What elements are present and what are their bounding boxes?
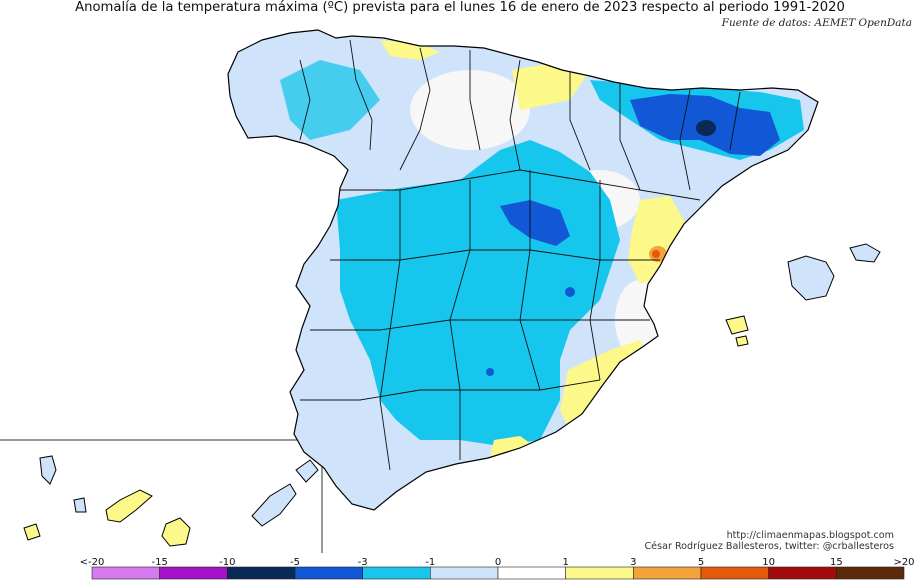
balearic-islands	[725, 243, 881, 347]
legend-tick-label: 10	[762, 557, 775, 568]
legend-tick-label: 15	[830, 557, 843, 568]
legend-tick-label: 3	[630, 557, 636, 568]
legend-tick-label: -5	[290, 557, 300, 568]
legend-swatch	[362, 566, 431, 580]
legend-swatch	[633, 566, 702, 580]
legend-tick-label: 1	[562, 557, 568, 568]
province-boundaries	[299, 39, 741, 471]
legend-tick-label: -1	[425, 557, 435, 568]
legend-tick-label: -10	[219, 557, 235, 568]
legend-swatch	[159, 566, 228, 580]
legend-tick-label: 5	[698, 557, 704, 568]
credit-author: César Rodríguez Ballesteros, twitter: @c…	[644, 541, 894, 552]
legend-swatch	[227, 566, 296, 580]
legend-tick-label: 0	[495, 557, 501, 568]
legend-swatch	[430, 566, 499, 580]
legend-swatch	[294, 566, 363, 580]
legend-swatch	[700, 566, 769, 580]
credit-url: http://climaenmapas.blogspot.com	[726, 530, 894, 541]
map-title: Anomalía de la temperatura máxima (ºC) p…	[75, 0, 845, 15]
legend-swatch	[497, 566, 566, 580]
legend-swatch	[768, 566, 837, 580]
legend-swatch	[565, 566, 634, 580]
peninsula	[228, 30, 818, 510]
legend-tick-label: >20	[893, 557, 914, 568]
legend-tick-label: <-20	[80, 557, 105, 568]
legend-tick-label: -3	[358, 557, 368, 568]
peninsula-outline	[227, 29, 819, 511]
canary-islands	[23, 455, 319, 547]
legend-swatch	[836, 566, 905, 580]
darkblue-anomaly-center	[500, 200, 570, 246]
data-source-note: Fuente de datos: AEMET OpenData	[721, 17, 912, 29]
legend-tick-label: -15	[151, 557, 167, 568]
legend-swatch	[91, 566, 160, 580]
